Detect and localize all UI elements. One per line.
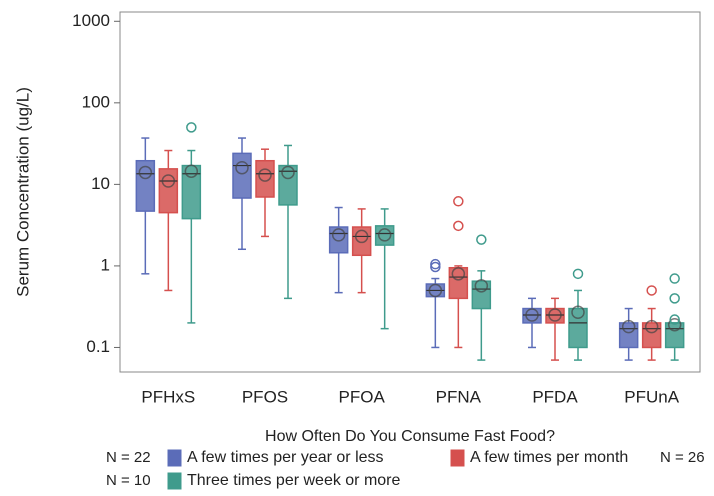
outlier: [476, 234, 487, 245]
x-tick-label: PFUnA: [624, 387, 679, 406]
x-tick-label: PFNA: [436, 387, 482, 406]
mean: [428, 283, 443, 298]
outlier: [669, 293, 680, 304]
outlier: [430, 258, 441, 270]
mean: [451, 267, 466, 281]
outlier: [186, 122, 197, 133]
mean: [281, 165, 295, 180]
x-tick-label: PFOA: [339, 387, 386, 406]
x-tick-label: PFOS: [242, 387, 288, 406]
mean: [354, 229, 369, 244]
legend-label: Three times per week or more: [187, 472, 401, 489]
mean: [235, 160, 249, 175]
outlier: [669, 273, 680, 284]
box: [158, 168, 179, 214]
legend-n: N = 22: [106, 449, 151, 466]
legend-swatch: [167, 472, 182, 490]
mean: [548, 308, 562, 322]
y-tick-label: 100: [82, 92, 110, 111]
outlier: [453, 220, 464, 232]
box: [568, 307, 588, 349]
legend-swatch: [450, 449, 465, 467]
box: [328, 226, 349, 254]
box: [255, 159, 275, 198]
mean: [621, 319, 636, 334]
box: [232, 152, 252, 199]
x-axis-title: How Often Do You Consume Fast Food?: [265, 428, 555, 445]
x-tick-label: PFDA: [532, 387, 578, 406]
outlier: [646, 285, 657, 296]
box: [471, 280, 492, 310]
outlier: [572, 268, 584, 280]
y-tick-label: 0.1: [86, 337, 110, 356]
box: [351, 226, 372, 257]
mean: [571, 305, 585, 320]
x-tick-label: PFHxS: [141, 387, 195, 406]
legend-swatch: [167, 449, 182, 467]
outlier: [669, 314, 680, 325]
box: [135, 159, 156, 212]
mean: [258, 168, 272, 182]
mean: [667, 317, 682, 332]
legend-n: N = 10: [106, 472, 151, 489]
legend-label: A few times per year or less: [187, 449, 384, 466]
outlier: [430, 261, 441, 273]
mean: [161, 174, 176, 188]
y-axis-title: Serum Concentration (ug/L): [13, 87, 32, 297]
y-tick-label: 10: [91, 174, 110, 193]
y-tick-label: 1: [101, 255, 110, 274]
mean: [525, 308, 539, 322]
mean: [644, 319, 659, 334]
legend-n: N = 26: [660, 449, 705, 466]
legend-label: A few times per month: [470, 449, 628, 466]
mean: [184, 164, 199, 178]
mean: [331, 228, 346, 242]
mean: [474, 279, 489, 293]
outlier: [453, 196, 464, 207]
mean: [377, 228, 392, 242]
plot-frame: [119, 11, 701, 373]
y-tick-label: 1000: [72, 11, 110, 30]
mean: [138, 165, 153, 180]
